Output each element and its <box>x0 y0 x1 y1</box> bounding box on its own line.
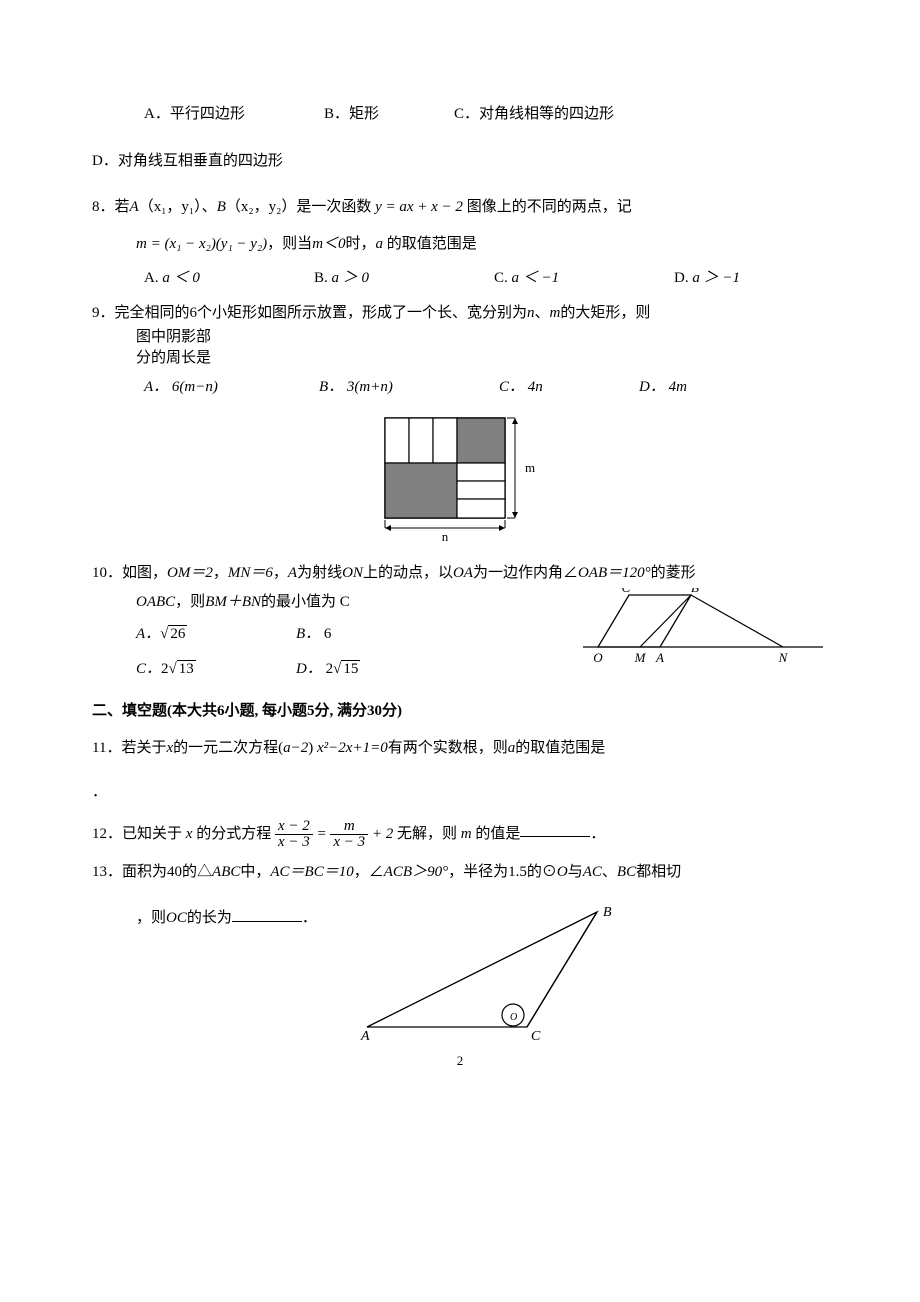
q10-opt-a: A．√26 <box>136 620 296 649</box>
q9-opt-b: B． 3(m+n) <box>319 373 499 402</box>
page-number: 2 <box>92 1049 828 1074</box>
svg-text:C: C <box>531 1029 541 1042</box>
q8-opts: A. a ＜ 0 B. a ＞ 0 C. a ＜ −1 D. a ＞ −1 <box>92 264 828 293</box>
q8-stem-line1: 8．若A（x₁，y₁）、B（x₂，y₂）是一次函数 y = ax + x − 2… <box>92 193 828 222</box>
q13: 13．面积为40的△ABC中，AC＝BC＝10，∠ACB＞90°，半径为1.5的… <box>92 858 828 1053</box>
svg-text:n: n <box>442 529 449 543</box>
q9-num: 9． <box>92 305 115 321</box>
q10-opts-row2: C．2√13 D． 2√15 <box>92 655 578 684</box>
q10-svg: O M A N B C <box>578 588 828 667</box>
q10-opts-row1: A．√26 B． 6 <box>92 620 578 649</box>
q7-opt-d: D．对角线互相垂直的四边形 <box>92 147 828 176</box>
q12-num: 12． <box>92 825 122 841</box>
q7-opt-c: C．对角线相等的四边形 <box>454 100 614 129</box>
q10: 10．如图，OM＝2，MN＝6，A为射线ON上的动点，以OA为一边作内角∠OAB… <box>92 559 828 683</box>
svg-text:A: A <box>655 650 664 665</box>
q9-figure: n m <box>92 408 828 554</box>
q9-svg: n m <box>375 408 545 543</box>
q11: 11．若关于x的一元二次方程(a−2) x²−2x+1=0有两个实数根，则a的取… <box>92 734 828 763</box>
q13-num: 13． <box>92 864 122 880</box>
q8-opt-c: C. a ＜ −1 <box>494 264 674 293</box>
q8: 8．若A（x₁，y₁）、B（x₂，y₂）是一次函数 y = ax + x − 2… <box>92 193 828 293</box>
q10-opt-d: D． 2√15 <box>296 655 360 684</box>
q12-blank <box>520 821 590 837</box>
q12: 12．已知关于 x 的分式方程 x − 2x − 3 = mx − 3 + 2 … <box>92 819 828 850</box>
q9-opt-d: D． 4m <box>639 373 687 402</box>
svg-text:B: B <box>603 905 612 920</box>
q8-stem-line2: m = (x₁ − x₂)(y₁ − y₂)，则当m＜0时，a 的取值范围是 <box>92 230 828 259</box>
q10-opt-b: B． 6 <box>296 620 331 649</box>
q13-stem-line1: 13．面积为40的△ABC中，AC＝BC＝10，∠ACB＞90°，半径为1.5的… <box>92 858 828 887</box>
q7-opts-row1: A．平行四边形 B．矩形 C．对角线相等的四边形 <box>92 100 828 129</box>
svg-text:O: O <box>510 1012 517 1023</box>
q10-stem-line1: 10．如图，OM＝2，MN＝6，A为射线ON上的动点，以OA为一边作内角∠OAB… <box>92 559 828 588</box>
svg-text:A: A <box>360 1029 370 1042</box>
svg-text:M: M <box>634 650 647 665</box>
q9: 9．完全相同的6个小矩形如图所示放置，形成了一个长、宽分别为n、m的大矩形，则 … <box>92 299 828 554</box>
q9-stem-line2: 图中阴影部 <box>92 327 828 348</box>
q8-opt-d: D. a ＞ −1 <box>674 264 740 293</box>
q12-frac1: x − 2x − 3 <box>275 819 313 850</box>
q9-stem-line1: 9．完全相同的6个小矩形如图所示放置，形成了一个长、宽分别为n、m的大矩形，则 <box>92 299 828 328</box>
q10-body: O M A N B C OABC，则BM＋BN的最小值为 C A．√26 B． … <box>92 588 828 684</box>
q7-opt-a: A．平行四边形 <box>144 100 324 129</box>
q10-opt-c: C．2√13 <box>136 655 296 684</box>
section2-title: 二、填空题(本大共6小题, 每小题5分, 满分30分) <box>92 697 828 726</box>
q10-num: 10． <box>92 565 122 581</box>
q12-frac2: mx − 3 <box>330 819 368 850</box>
q9-opts: A． 6(m−n) B． 3(m+n) C． 4n D． 4m <box>92 373 828 402</box>
q7-opt-b: B．矩形 <box>324 100 454 129</box>
q13-blank <box>232 906 302 922</box>
q13-svg: O A C B <box>347 902 627 1042</box>
svg-text:N: N <box>778 650 789 665</box>
q11-num: 11． <box>92 740 121 756</box>
svg-text:C: C <box>622 588 631 595</box>
svg-text:B: B <box>691 588 699 595</box>
q10-figure: O M A N B C <box>578 588 828 678</box>
q9-opt-c: C． 4n <box>499 373 639 402</box>
q9-opt-a: A． 6(m−n) <box>144 373 319 402</box>
q13-figure: O A C B <box>347 902 627 1053</box>
q8-opt-b: B. a ＞ 0 <box>314 264 494 293</box>
q9-stem-line3: 分的周长是 <box>92 348 828 369</box>
q8-num: 8． <box>92 199 115 215</box>
q13-stem-line2: ，则OC的长为． <box>92 902 317 933</box>
q7-options: A．平行四边形 B．矩形 C．对角线相等的四边形 D．对角线互相垂直的四边形 <box>92 100 828 175</box>
q13-row2: ，则OC的长为． O A C B <box>92 902 828 1053</box>
q11-period: ． <box>92 778 828 807</box>
q8-opt-a: A. a ＜ 0 <box>144 264 314 293</box>
svg-text:O: O <box>593 650 603 665</box>
svg-text:m: m <box>525 460 535 475</box>
